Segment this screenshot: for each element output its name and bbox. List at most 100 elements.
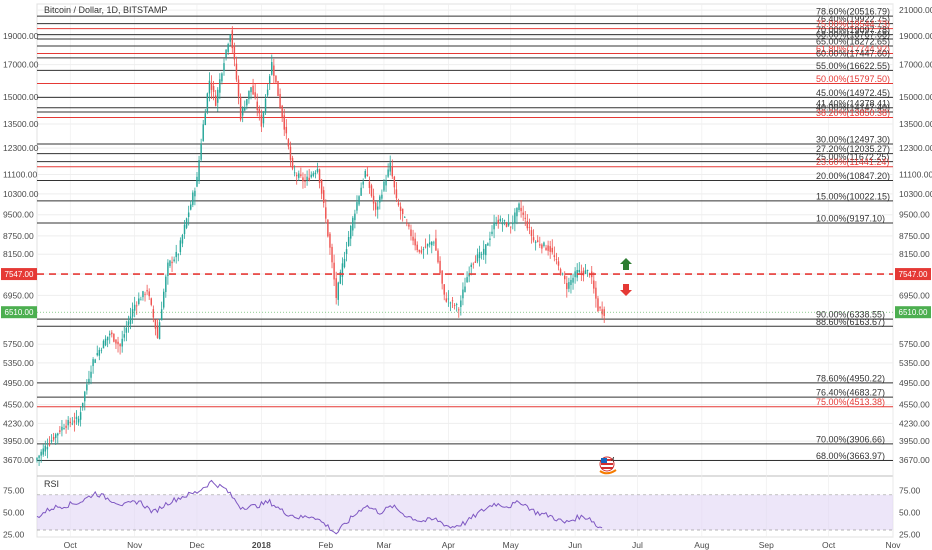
candle-body — [603, 309, 605, 316]
candle-body — [437, 250, 439, 263]
candle-body — [487, 243, 489, 246]
time-tick-label: May — [503, 540, 520, 550]
candle-body — [123, 334, 125, 338]
candle-body — [298, 173, 300, 178]
candle-body — [455, 304, 458, 305]
candle-body — [231, 30, 234, 49]
candle-body — [441, 270, 443, 284]
candle-body — [385, 180, 387, 186]
candle-body — [597, 298, 599, 312]
candle-body — [526, 221, 529, 229]
candle-body — [431, 241, 433, 246]
candle-body — [63, 428, 65, 430]
price-tick-label-left: 8150.00 — [3, 249, 34, 259]
candle-body — [219, 79, 221, 93]
candle-body — [512, 222, 514, 225]
candle-body — [383, 181, 385, 191]
candle-body — [77, 418, 80, 423]
fib-label: 25.00%(11672.25) — [816, 152, 889, 162]
fib-levels: 78.60%(20516.79)76.40%(19922.75)75.00%(1… — [37, 7, 893, 461]
candle-body — [433, 242, 435, 244]
candle-body — [314, 172, 317, 174]
price-axis[interactable]: 3670.00 3950.00 4230.00 4550.00 4950.00 5350.… — [3, 5, 932, 465]
candle-body — [102, 340, 105, 349]
candle-body — [127, 321, 130, 326]
candle-body — [478, 252, 481, 259]
candle-body — [129, 316, 132, 325]
candle-body — [86, 384, 88, 391]
candle-body — [140, 299, 142, 301]
rsi-line — [36, 479, 603, 535]
candle-body — [160, 309, 163, 321]
fib-label: 41.40%(14378.41) — [816, 98, 890, 108]
candle-body — [503, 220, 506, 222]
candle-body — [121, 338, 123, 347]
rsi-tick-label: 50.00 — [899, 507, 921, 517]
candle-body — [424, 246, 427, 248]
candle-body — [146, 290, 148, 292]
us-flag-icon[interactable]: 4 — [599, 456, 617, 475]
candle-body — [406, 223, 408, 224]
price-tick-label-left: 5350.00 — [3, 358, 34, 368]
candle-body — [235, 63, 238, 80]
candle-body — [364, 171, 366, 178]
fib-label: 10.00%(9197.10) — [816, 214, 885, 224]
candle-body — [584, 270, 587, 274]
candle-body — [156, 327, 159, 338]
candle-body — [285, 126, 288, 134]
rsi-tick-label-left: 50.00 — [3, 507, 25, 517]
candle-body — [281, 105, 283, 118]
price-tick-label: 8750.00 — [899, 231, 930, 241]
candle-body — [200, 143, 202, 160]
candle-body — [158, 322, 161, 340]
price-tick-label-left: 4950.00 — [3, 378, 34, 388]
price-tick-label: 21000.00 — [899, 5, 932, 15]
current-price-tag-right-label: 6510.00 — [899, 308, 928, 317]
candle-body — [264, 98, 267, 113]
candle-body — [175, 251, 177, 258]
candle-body — [514, 212, 516, 223]
candle-body — [94, 359, 96, 363]
time-axis[interactable]: Oct Nov Dec 2018 Feb Mar Apr May Jun Jul Aug Sep Oct… — [64, 540, 902, 550]
candle-body — [88, 378, 90, 383]
candle-body — [489, 238, 491, 240]
candle-body — [44, 445, 47, 452]
time-tick-label: Nov — [127, 540, 143, 550]
time-tick-label: Mar — [377, 540, 392, 550]
price-tick-label-left: 12300.00 — [3, 143, 39, 153]
price-tick-label-left: 19000.00 — [3, 31, 39, 41]
candle-body — [418, 249, 421, 252]
candle-body — [518, 203, 520, 210]
candle-body — [150, 298, 152, 305]
candle-body — [229, 34, 231, 42]
fib-label: 70.00%(19097.78) — [816, 25, 890, 35]
candle-body — [551, 247, 553, 253]
price-tick-label-left: 13500.00 — [3, 119, 39, 129]
candle-body — [187, 212, 190, 218]
candle-body — [534, 241, 537, 243]
candle-body — [447, 298, 450, 300]
flag-badge: 4 — [611, 457, 615, 464]
candle-body — [327, 219, 329, 237]
candle-body — [395, 189, 398, 199]
candle-body — [345, 249, 348, 254]
price-tick-label-left: 6950.00 — [3, 290, 34, 300]
candle-body — [439, 260, 441, 274]
candle-body — [113, 333, 115, 342]
candle-body — [266, 89, 269, 96]
candle-body — [470, 264, 472, 268]
candle-body — [472, 263, 475, 265]
price-tick-label: 15000.00 — [899, 92, 932, 102]
candle-body — [244, 107, 246, 111]
candle-body — [495, 223, 497, 225]
price-tick-label: 4550.00 — [899, 400, 930, 410]
candle-body — [564, 275, 566, 280]
time-tick-label: Oct — [822, 540, 836, 550]
candle-body — [36, 458, 38, 461]
candle-body — [566, 282, 568, 290]
candle-body — [131, 309, 134, 317]
candle-body — [293, 172, 296, 174]
candle-body — [262, 111, 265, 124]
candle-body — [79, 412, 82, 420]
candle-body — [547, 245, 549, 251]
